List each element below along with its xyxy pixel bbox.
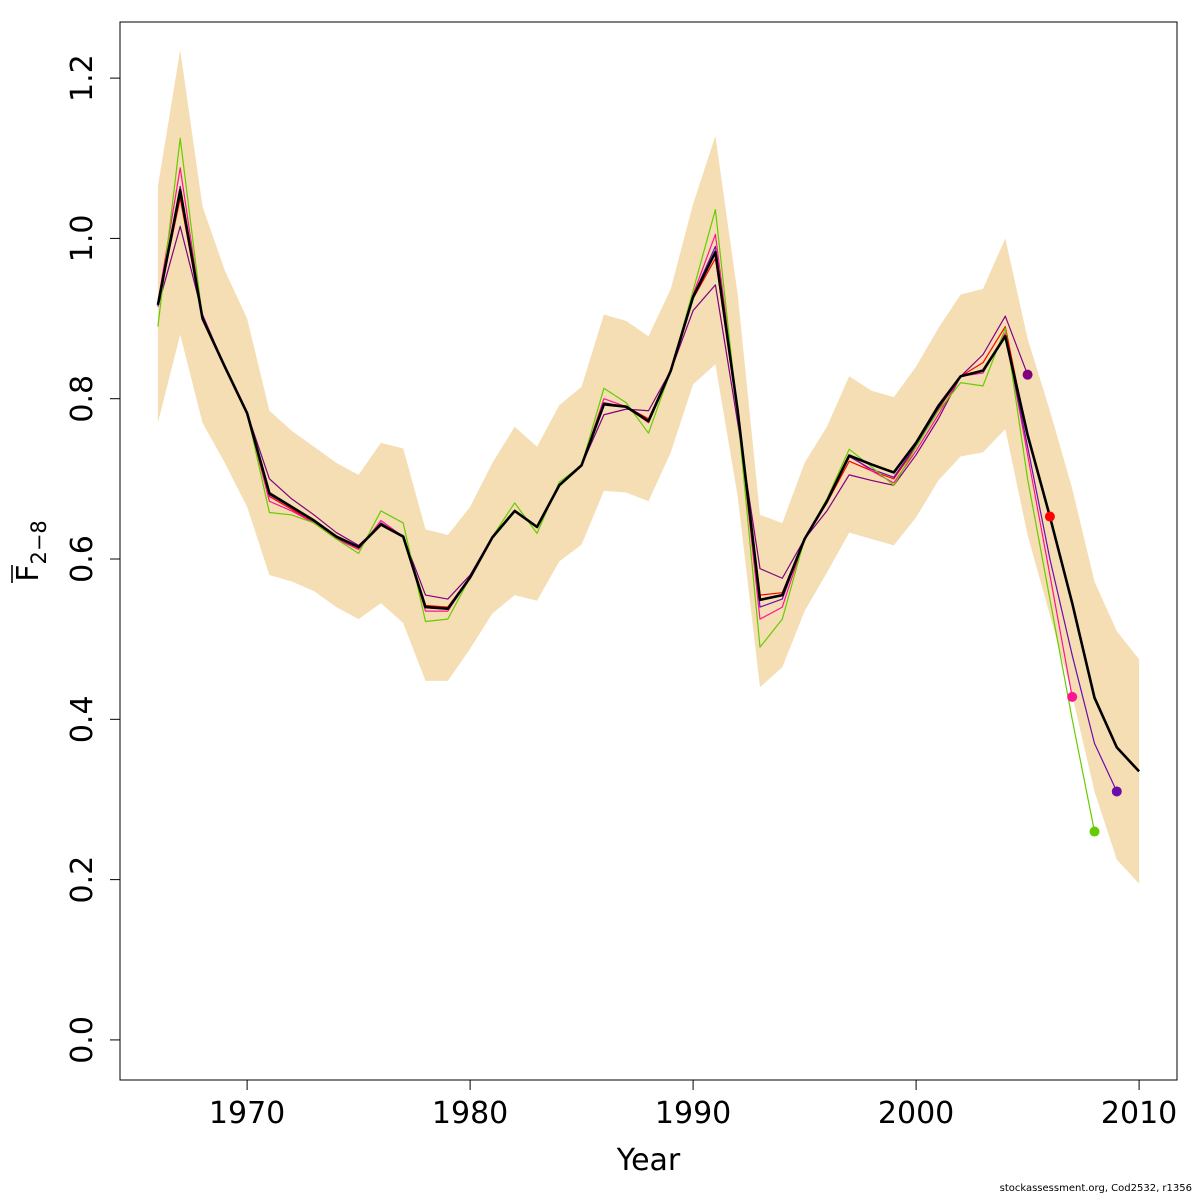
y-axis-label-subscript: 2−8: [27, 520, 51, 564]
y-tick-label: 1.0: [65, 215, 100, 263]
x-axis-label: Year: [616, 1143, 681, 1178]
endpoint-marker-2: [1044, 511, 1055, 522]
series-line-main: [156, 189, 1141, 773]
y-tick-label: 0.4: [65, 695, 100, 743]
endpoint-layer: [1022, 369, 1122, 837]
footer-credit: stockassessment.org, Cod2532, r1356: [999, 1183, 1192, 1194]
svg-text:F2−8: F2−8: [11, 520, 51, 582]
plot-frame: [119, 21, 1178, 1081]
x-axis: 1970 1980 1990 2000 2010: [209, 1080, 1177, 1131]
y-axis-label-base: F: [11, 565, 46, 582]
y-tick-label: 0.6: [65, 535, 100, 583]
y-axis: 0.0 0.2 0.4 0.6 0.8 1.0 1.2: [65, 54, 120, 1064]
confidence-band: [157, 50, 1140, 884]
series-layer: [156, 137, 1141, 832]
series-line-3: [157, 167, 1073, 697]
confidence-band-layer: [157, 50, 1140, 884]
x-tick-label: 2010: [1101, 1096, 1177, 1131]
endpoint-marker-1: [1022, 369, 1033, 380]
x-tick-label: 1990: [655, 1096, 731, 1131]
y-tick-label: 1.2: [65, 54, 100, 102]
y-tick-label: 0.2: [65, 856, 100, 904]
y-tick-label: 0.0: [65, 1016, 100, 1064]
endpoint-marker-5: [1111, 786, 1122, 797]
endpoint-marker-3: [1067, 691, 1078, 702]
x-tick-label: 1970: [209, 1096, 285, 1131]
series-line-1: [157, 225, 1029, 600]
series-line-5: [157, 137, 1096, 832]
y-axis-label: F2−8: [11, 520, 51, 583]
x-tick-label: 2000: [878, 1096, 954, 1131]
endpoint-marker-4: [1089, 826, 1100, 837]
y-tick-label: 0.8: [65, 375, 100, 423]
x-tick-label: 1980: [432, 1096, 508, 1131]
